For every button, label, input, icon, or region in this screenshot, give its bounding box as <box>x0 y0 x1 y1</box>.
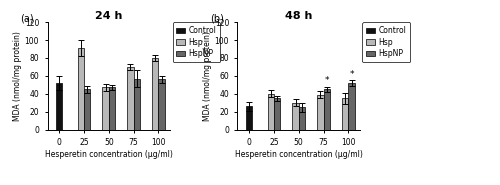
Text: *: * <box>324 76 329 85</box>
Bar <box>84 89 90 130</box>
Bar <box>268 94 274 130</box>
Bar <box>324 89 330 130</box>
Bar <box>348 83 354 130</box>
Bar <box>56 83 62 130</box>
Bar <box>109 88 115 130</box>
Bar <box>317 95 324 130</box>
Text: *: * <box>350 70 354 79</box>
Legend: Control, Hsp, HspNP: Control, Hsp, HspNP <box>362 22 410 62</box>
Title: 24 h: 24 h <box>95 11 122 21</box>
Bar <box>274 98 280 130</box>
Bar <box>127 67 134 130</box>
Y-axis label: MDA (nmol/mg protein): MDA (nmol/mg protein) <box>13 31 22 121</box>
Title: 48 h: 48 h <box>285 11 312 21</box>
Bar <box>246 106 252 130</box>
Bar <box>152 58 158 130</box>
Y-axis label: MDA (nmol/mg protein): MDA (nmol/mg protein) <box>203 31 212 121</box>
Bar <box>158 79 165 130</box>
Bar <box>78 48 84 130</box>
X-axis label: Hesperetin concentration (μg/ml): Hesperetin concentration (μg/ml) <box>235 150 362 159</box>
Text: (a): (a) <box>20 14 34 24</box>
Bar <box>342 98 348 130</box>
Legend: Control, Hsp, HspNP: Control, Hsp, HspNP <box>172 22 220 62</box>
Text: (b): (b) <box>210 14 224 24</box>
X-axis label: Hesperetin concentration (μg/ml): Hesperetin concentration (μg/ml) <box>45 150 172 159</box>
Bar <box>102 88 109 130</box>
Bar <box>134 78 140 130</box>
Bar <box>298 107 305 130</box>
Bar <box>292 103 298 130</box>
